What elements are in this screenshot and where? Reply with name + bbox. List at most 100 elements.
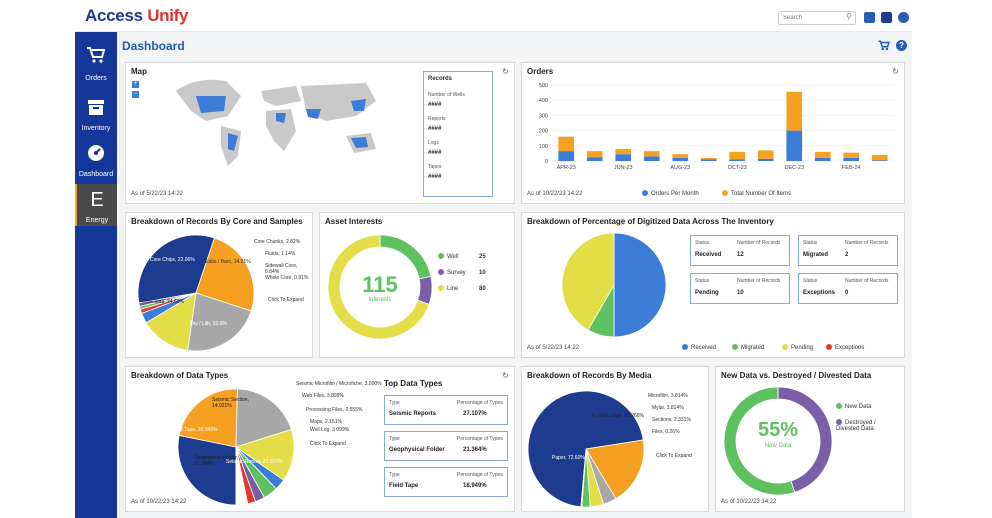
help-icon[interactable]: ?: [896, 40, 907, 51]
zoom-in-button[interactable]: +: [132, 81, 139, 88]
pie-slice[interactable]: [613, 232, 667, 338]
pie-slice[interactable]: [187, 292, 252, 352]
cart-icon[interactable]: [878, 40, 890, 51]
bar-segment[interactable]: [843, 157, 860, 161]
bar-segment[interactable]: [586, 157, 603, 161]
pie-slice[interactable]: [178, 388, 238, 448]
pie-slice[interactable]: [177, 434, 237, 506]
pct-header: Percentage of Types: [457, 472, 503, 478]
as-of-label: As of 10/22/23 14:22: [527, 191, 583, 197]
pie-label: Files, 0.26%: [652, 429, 680, 435]
click-to-expand[interactable]: Click To Expand: [310, 441, 346, 447]
legend-swatch: [682, 344, 688, 350]
bar-segment[interactable]: [672, 157, 689, 161]
sidebar-item-dashboard[interactable]: Dashboard: [75, 138, 117, 180]
media-pie[interactable]: [522, 367, 710, 513]
sidebar-item-orders[interactable]: Orders: [75, 42, 117, 84]
bar-segment[interactable]: [615, 154, 632, 161]
globe-icon[interactable]: [898, 12, 909, 23]
click-to-expand[interactable]: Click To Expand: [268, 297, 304, 303]
sidebar-item-label: Energy: [85, 217, 109, 224]
bar-segment[interactable]: [757, 158, 774, 161]
as-of-label: As of 10/22/23 14:22: [131, 499, 187, 505]
pct-value: 27.107%: [463, 411, 487, 417]
pie-label: Slabs / Bars, 14.01%: [204, 259, 251, 265]
main-content: Dashboard ? Map + − As of 5/22/23: [117, 32, 912, 518]
x-tick-label: APR-23: [557, 165, 576, 171]
as-of-label: As of 5/22/23 14:22: [131, 191, 184, 197]
bar-segment[interactable]: [786, 130, 803, 161]
digitized-pie[interactable]: [522, 213, 906, 359]
pie-slice[interactable]: [580, 448, 587, 508]
bar-segment[interactable]: [558, 136, 575, 152]
bar-segment[interactable]: [871, 160, 888, 161]
pie-slice[interactable]: [137, 234, 215, 304]
bar-segment[interactable]: [814, 157, 831, 161]
pie-slice[interactable]: [138, 292, 197, 307]
legend-item: Destroyed / Divested Data: [836, 419, 876, 432]
refresh-icon[interactable]: ↻: [502, 371, 509, 380]
mail-icon[interactable]: [881, 12, 892, 23]
count-value: 10: [737, 290, 744, 296]
bar-segment[interactable]: [586, 151, 603, 158]
pie-label: Core Chunks, 2.82%: [254, 239, 301, 245]
refresh-icon[interactable]: ↻: [502, 67, 509, 76]
bar-segment[interactable]: [871, 154, 888, 161]
pie-slice[interactable]: [235, 446, 249, 506]
bar-segment[interactable]: [814, 151, 831, 158]
orders-card: Orders ↻ 0 100 200 300 400 500 APR-23 JUN-23 AUG…: [521, 62, 905, 204]
bar-segment[interactable]: [643, 156, 660, 161]
donut-center-label: New Data: [764, 443, 792, 449]
bar-segment[interactable]: [672, 154, 689, 158]
pie-slice[interactable]: [561, 232, 615, 331]
bar-segment[interactable]: [786, 91, 803, 131]
legend-item: Survey 10: [438, 269, 486, 276]
pie-slice[interactable]: [195, 237, 255, 312]
pie-label: Maps, 2.151%: [310, 419, 342, 425]
pie-slice[interactable]: [723, 386, 796, 496]
bar-segment[interactable]: [729, 159, 746, 161]
bar-segment[interactable]: [700, 159, 717, 161]
world-map[interactable]: [166, 71, 396, 171]
count-header: Number of Records: [845, 240, 889, 246]
legend-item: Orders Per Month: [642, 190, 699, 197]
data-types-card: Breakdown of Data Types Seismic Microfil…: [125, 366, 515, 512]
bar-segment[interactable]: [729, 151, 746, 160]
sidebar-item-energy[interactable]: E Energy: [75, 184, 117, 226]
card-title: Breakdown of Records By Core and Samples: [131, 217, 303, 226]
asset-interests-donut[interactable]: [320, 213, 516, 359]
pie-slice[interactable]: [235, 429, 295, 481]
click-to-expand[interactable]: Click To Expand: [656, 453, 692, 459]
zoom-out-button[interactable]: −: [132, 91, 139, 98]
new-data-donut[interactable]: [716, 367, 906, 513]
box-icon: [88, 100, 104, 115]
pie-slice[interactable]: [235, 388, 292, 448]
pie-label: Field Tape, 18.949%: [172, 427, 218, 433]
top-type-box: Type Percentage of Types Geophysical Fol…: [384, 431, 508, 461]
bar-segment[interactable]: [615, 148, 632, 155]
core-samples-pie[interactable]: [126, 213, 314, 359]
sidebar-item-inventory[interactable]: Inventory: [75, 92, 117, 134]
pie-slice[interactable]: [417, 275, 433, 305]
pie-slice[interactable]: [585, 439, 645, 500]
data-types-pie[interactable]: [126, 367, 516, 513]
pie-slice[interactable]: [327, 234, 430, 340]
bar-segment[interactable]: [843, 152, 860, 158]
refresh-icon[interactable]: ↻: [892, 67, 899, 76]
cart-icon: [87, 47, 106, 63]
pie-label: Paper, 72.60%: [552, 455, 585, 461]
bar-segment[interactable]: [757, 150, 774, 159]
search-icon[interactable]: ⚲: [846, 12, 852, 21]
search-input[interactable]: [778, 11, 856, 25]
status-box-migrated: Status Number of Records Migrated 2: [798, 235, 898, 266]
bar-segment[interactable]: [558, 151, 575, 161]
status-header: Status: [803, 240, 818, 246]
bar-segment[interactable]: [700, 157, 717, 160]
folder-icon[interactable]: [864, 12, 875, 23]
core-samples-card: Breakdown of Records By Core and Samples…: [125, 212, 313, 358]
page-title: Dashboard: [122, 39, 185, 53]
asset-interests-card: Asset Interests 115 Interests Well 25 Sur…: [319, 212, 515, 358]
pie-slice[interactable]: [145, 292, 197, 351]
pie-label: Geophysical Folder, 21.364%: [194, 455, 239, 467]
bar-segment[interactable]: [643, 151, 660, 157]
